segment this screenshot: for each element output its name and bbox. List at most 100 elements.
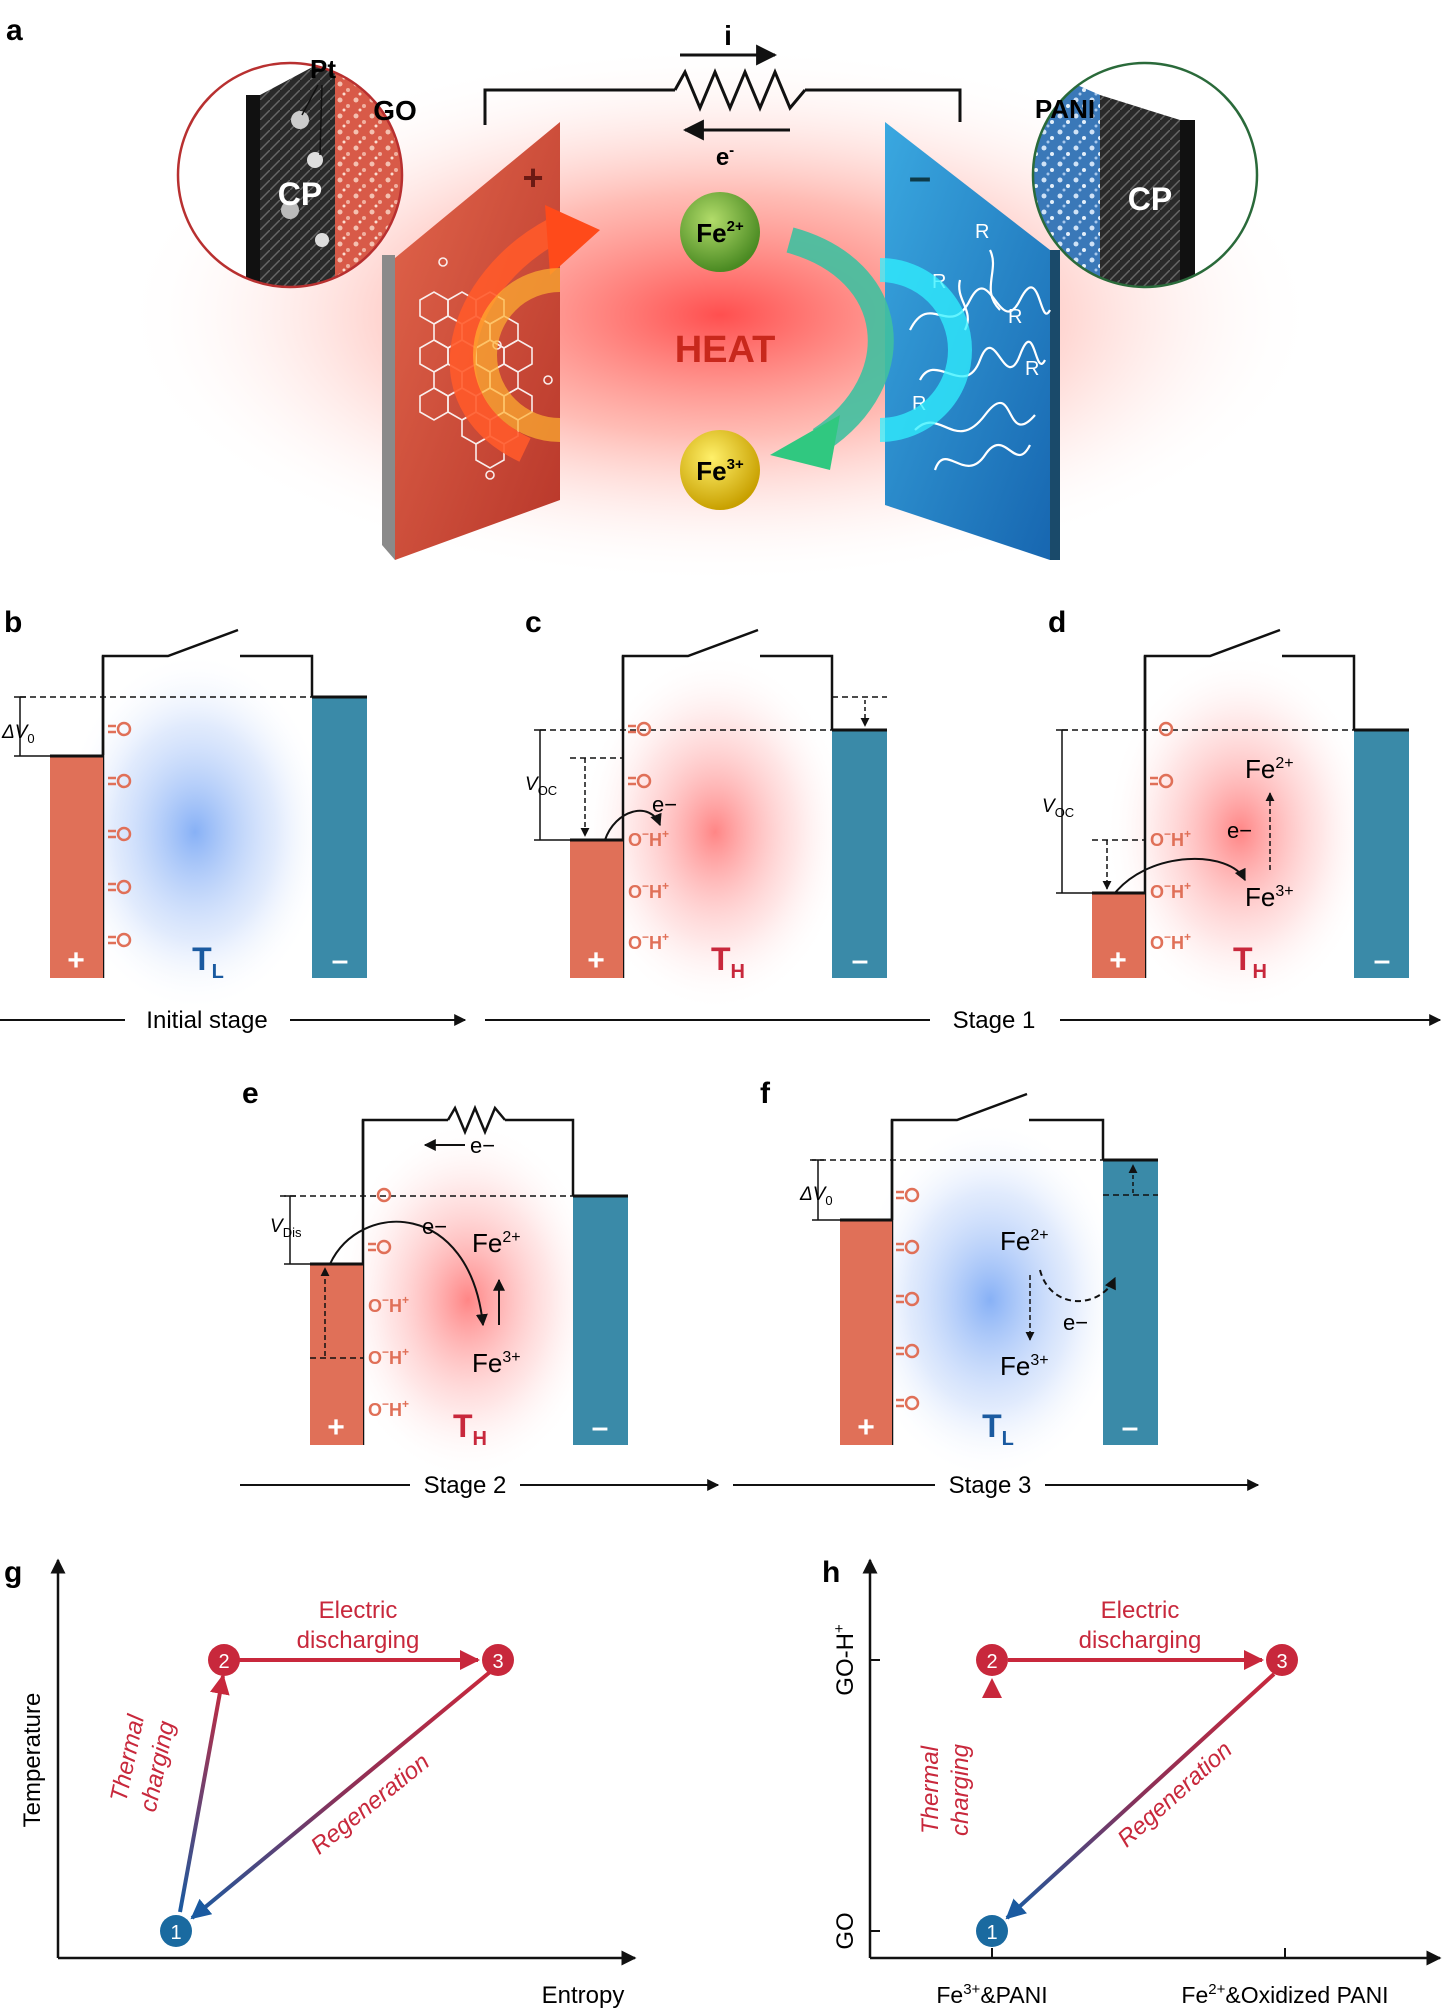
g-regen-arrow (190, 1670, 492, 1920)
panel-letter-h: h (822, 1556, 840, 1589)
svg-text:O−H+: O−H+ (628, 827, 669, 850)
svg-text:O−H+: O−H+ (1150, 879, 1191, 902)
go-groups-b (108, 721, 132, 948)
go-groups-c (628, 721, 652, 789)
g-point-3-label: 3 (492, 1651, 503, 1673)
electron-label-f: e− (1063, 1310, 1088, 1335)
heat-arc-left (473, 268, 561, 442)
pos-electrode-d (1092, 893, 1145, 978)
hot-glow-c (580, 652, 850, 1012)
temp-e: TH (453, 1408, 487, 1450)
heat-arc-right (879, 258, 972, 442)
panel-letter-g: g (4, 1556, 22, 1589)
plus-e: + (327, 1411, 345, 1444)
switch-b-right (240, 654, 314, 697)
fe2-ion-ball (680, 192, 760, 272)
minus-e: – (592, 1411, 609, 1444)
fe3-label-d: Fe3+ (1245, 882, 1294, 912)
electron-transfer-f (1039, 1269, 1116, 1302)
panel-c: c VOC e− O−H+ O−H+ O−H+ + – TH (525, 606, 887, 1012)
right-collector-edge (1050, 250, 1060, 560)
svg-text:R: R (975, 221, 989, 243)
panel-e: e e− VDis e− Fe2+ Fe3+ O−H+ O−H+ O−H+ (240, 1077, 720, 1500)
panel-letter-c: c (525, 606, 542, 639)
panel-letter-e: e (242, 1077, 259, 1110)
g-point-3 (482, 1644, 514, 1676)
hot-glow-d (1105, 652, 1375, 1012)
svg-text:O−H+: O−H+ (368, 1293, 409, 1316)
heat-label: HEAT (675, 329, 776, 371)
vdis-label-e: VDis (270, 1216, 302, 1240)
plus-c: + (587, 944, 605, 977)
minus-d: – (1374, 944, 1391, 977)
voc-label-d: VOC (1042, 796, 1074, 820)
pt-label: Pt (310, 54, 336, 84)
temp-d: TH (1233, 941, 1267, 983)
neg-electrode-c (832, 730, 887, 978)
oh-groups-c: O−H+ O−H+ O−H+ (628, 827, 669, 953)
stage-label-3: Stage 3 (949, 1472, 1032, 1499)
electron-transfer-c (604, 809, 662, 841)
panel-letter-b: b (4, 606, 22, 639)
pos-electrode-e (310, 1264, 363, 1445)
electron-wire-e: e− (470, 1133, 495, 1158)
dv-label-b: ΔV0 (1, 722, 35, 746)
g-point-2-label: 2 (218, 1651, 229, 1673)
plus-d: + (1109, 944, 1127, 977)
svg-text:O−H+: O−H+ (368, 1345, 409, 1368)
fe2-label-e: Fe2+ (472, 1228, 521, 1258)
panel-letter-a: a (6, 14, 23, 47)
g-discharge-2: discharging (297, 1627, 420, 1654)
h-discharge-1: Electric (1101, 1597, 1180, 1624)
temp-f: TL (982, 1408, 1014, 1450)
h-point-1 (976, 1915, 1008, 1947)
neg-electrode-b (312, 697, 367, 978)
minus-f: – (1122, 1411, 1139, 1444)
panel-g: g Temperature Entropy 1 2 3 Electric dis… (4, 1556, 637, 2009)
h-ytick-bottom: GO (832, 1912, 859, 1949)
fe3-label-f: Fe3+ (1000, 1351, 1049, 1381)
go-groups-d (1150, 721, 1174, 789)
go-groups-f (896, 1187, 920, 1411)
g-point-2 (208, 1644, 240, 1676)
left-inset-magnifier: Pt GO CP (176, 54, 417, 289)
fe2-label-a: Fe2+ (696, 218, 744, 248)
stage-label-2: Stage 2 (424, 1472, 507, 1499)
positive-sign-a: + (522, 157, 543, 198)
h-point-1-label: 1 (986, 1922, 997, 1944)
temp-c: TH (711, 941, 745, 983)
h-regen-arrow (1005, 1672, 1276, 1920)
electron-transfer-d (1114, 857, 1246, 894)
electron-label-d: e− (1227, 818, 1252, 843)
g-thermal-arrow (178, 1674, 230, 1913)
switch-c-right (760, 654, 834, 730)
current-label: i (724, 20, 732, 51)
go-groups-e (368, 1187, 392, 1255)
panel-a: a i e- + (6, 14, 1320, 585)
panel-f: f ΔV0 Fe2+ Fe3+ e− + – TL Stage 3 (733, 1077, 1260, 1500)
cycle-arrowhead-up (545, 205, 600, 275)
g-point-1 (160, 1915, 192, 1947)
electron-transfer-e (329, 1220, 488, 1327)
h-thermal-1: Thermal (917, 1745, 944, 1834)
fe3-label-e: Fe3+ (472, 1348, 521, 1378)
hot-glow-e (333, 1120, 603, 1480)
stage-label-b: Initial stage (146, 1007, 267, 1034)
cp-label-left: CP (278, 176, 322, 212)
left-collector-edge (382, 255, 395, 560)
fe3-label-a: Fe3+ (696, 456, 744, 486)
plus-b: + (67, 944, 85, 977)
negative-sign-a: – (909, 155, 931, 199)
g-discharge-1: Electric (319, 1597, 398, 1624)
neg-electrode-d (1354, 730, 1409, 978)
wire-right (805, 88, 962, 122)
svg-text:R: R (1008, 306, 1022, 328)
h-point-3-label: 3 (1276, 1651, 1287, 1673)
g-point-1-label: 1 (170, 1922, 181, 1944)
svg-text:O−H+: O−H+ (1150, 930, 1191, 953)
g-ylabel: Temperature (19, 1693, 46, 1828)
h-thermal-2: charging (947, 1743, 974, 1836)
voc-label-c: VOC (525, 774, 557, 798)
panel-letter-d: d (1048, 606, 1066, 639)
